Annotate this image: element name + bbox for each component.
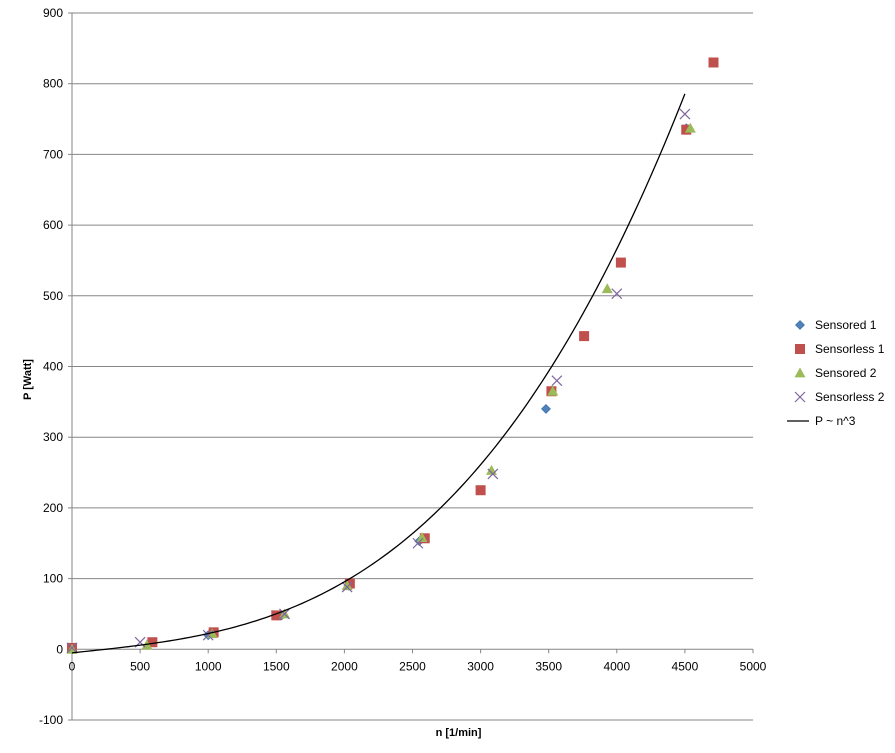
legend-marker: [795, 320, 805, 330]
data-point: [475, 485, 486, 496]
data-point: [202, 629, 214, 641]
x-tick-label: 2500: [399, 659, 426, 673]
legend-label: Sensored 2: [815, 366, 877, 380]
x-tick-label: 4000: [603, 659, 630, 673]
data-point: [412, 537, 424, 549]
y-axis-title: P [Watt]: [22, 359, 34, 400]
y-tick-label: 500: [43, 289, 63, 303]
data-point: [487, 468, 499, 480]
data-point: [679, 108, 691, 120]
data-point: [551, 375, 563, 387]
data-point: [579, 331, 590, 342]
data-point: [601, 283, 613, 294]
tick-labels: -100 0 100 200 300 400 500 600 700 800 900 0 500 1000…: [39, 6, 767, 727]
data-point: [684, 122, 696, 133]
legend-label: P ~ n^3: [815, 414, 856, 428]
y-tick-label: 100: [43, 572, 63, 586]
legend-marker: [795, 344, 805, 354]
data-point: [147, 637, 158, 648]
legend-label: Sensorless 2: [815, 390, 885, 404]
legend-item: Sensored 1: [795, 318, 877, 332]
y-tick-label: 600: [43, 218, 63, 232]
x-axis-title: n [1/min]: [436, 727, 482, 739]
legend-item: Sensored 2: [794, 366, 877, 380]
y-tick-label: 0: [56, 642, 63, 656]
y-tick-label: 700: [43, 147, 63, 161]
data-point: [611, 288, 623, 300]
y-tick-label: 200: [43, 501, 63, 515]
legend-item: P ~ n^3: [787, 414, 856, 428]
x-tick-label: 3000: [467, 659, 494, 673]
series-4: [71, 93, 686, 654]
data-point: [271, 610, 282, 621]
data-point: [341, 580, 353, 591]
data-point: [341, 581, 353, 593]
x-tick-label: 1500: [263, 659, 290, 673]
x-tick-label: 2000: [331, 659, 358, 673]
legend-item: Sensorless 2: [794, 390, 885, 404]
data-point: [66, 642, 78, 654]
trend-line: [71, 93, 686, 654]
x-tick-label: 1000: [195, 659, 222, 673]
gridlines: [72, 12, 753, 721]
data-point: [416, 532, 428, 542]
x-tick-label: 4500: [672, 659, 699, 673]
y-tick-label: 300: [43, 430, 63, 444]
y-tick-label: 800: [43, 77, 63, 91]
legend-label: Sensored 1: [815, 318, 877, 332]
legend: Sensored 1 Sensorless 1 Sensored 2 Sensorle…: [787, 318, 885, 428]
data-point: [547, 385, 559, 396]
y-tick-label: 400: [43, 360, 63, 374]
plot-series: [66, 57, 719, 655]
y-tick-label: -100: [39, 713, 63, 727]
y-tick-label: 900: [43, 6, 63, 20]
x-tick-label: 3500: [535, 659, 562, 673]
legend-marker: [794, 367, 806, 378]
data-point: [279, 608, 290, 620]
legend-marker: [794, 391, 806, 403]
series-3: [66, 108, 691, 654]
data-point: [708, 57, 719, 68]
data-point: [541, 403, 551, 414]
data-point: [681, 124, 692, 135]
data-point: [615, 257, 626, 268]
legend-item: Sensorless 1: [795, 342, 885, 356]
x-tick-label: 500: [130, 659, 150, 673]
legend-label: Sensorless 1: [815, 342, 885, 356]
x-tick-label: 5000: [740, 659, 767, 673]
x-tick-label: 0: [69, 659, 76, 673]
